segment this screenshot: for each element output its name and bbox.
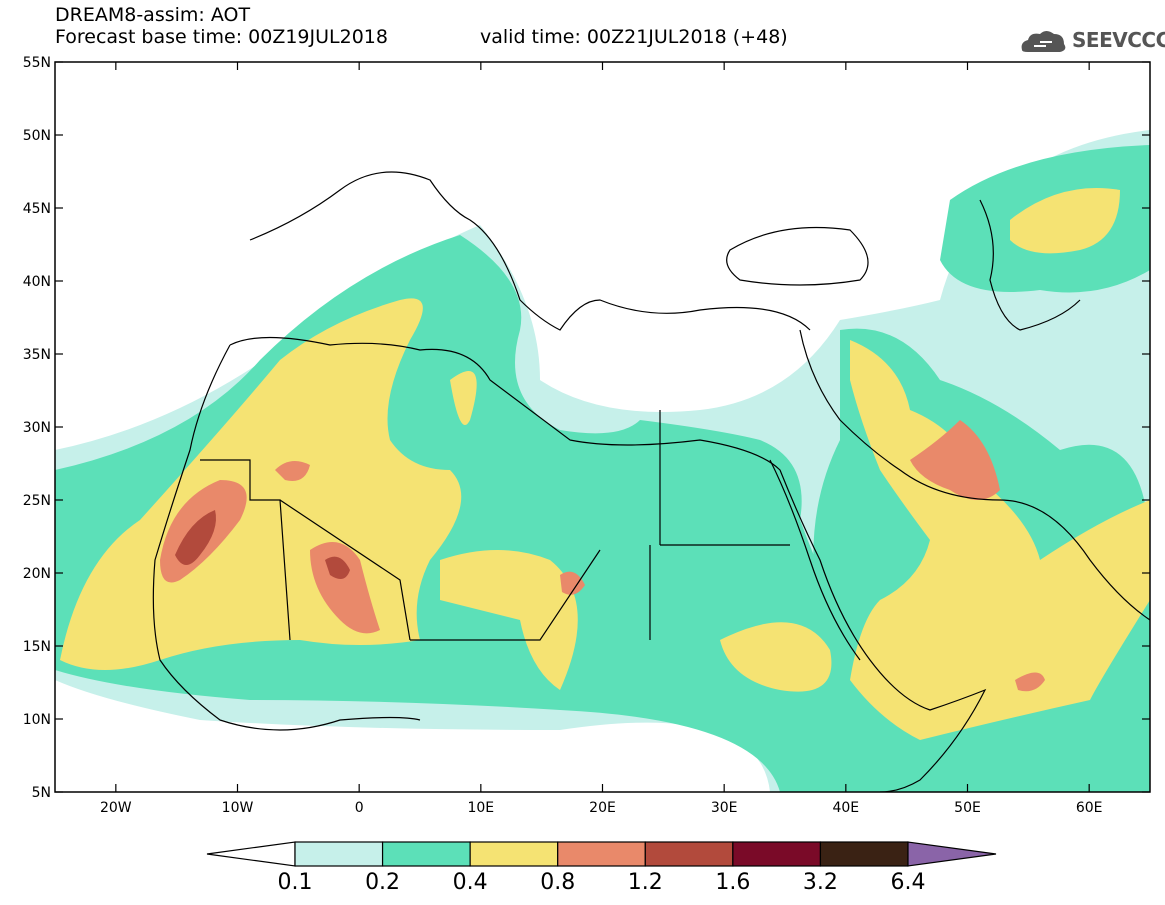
- aot-band-0.4: [440, 550, 578, 690]
- aot-fields: [55, 130, 1150, 792]
- valid-time: valid time: 00Z21JUL2018 (+48): [480, 26, 788, 48]
- coastline-africa: [229, 336, 987, 792]
- colorbar-swatch: [819, 841, 909, 867]
- lat-label: 40N: [23, 274, 51, 290]
- lon-label: 10E: [467, 800, 494, 816]
- coastline-red-sea: [769, 459, 861, 661]
- lat-label: 25N: [23, 493, 51, 509]
- colorbar-arrow-high: [907, 841, 997, 867]
- colorbar-swatch: [469, 841, 559, 867]
- aot-band-0.4: [850, 340, 1150, 740]
- map-title: DREAM8-assim: AOT: [55, 4, 251, 26]
- colorbar-label: 0.1: [277, 870, 313, 895]
- colorbar-swatch: [381, 841, 471, 867]
- lat-label: 45N: [23, 201, 51, 217]
- aot-band-0.2: [55, 235, 887, 792]
- aot-band-0.8: [1015, 672, 1045, 692]
- cloud-icon: [1021, 31, 1066, 52]
- aot-band-1.2: [325, 556, 350, 579]
- longitude-axis: 20W 10W 0 10E 20E 30E 40E 50E 60E: [100, 62, 1103, 816]
- lat-label: 15N: [23, 639, 51, 655]
- colorbar-swatch: [294, 841, 384, 867]
- coastline-arabia: [799, 329, 1150, 621]
- lon-label: 20E: [589, 800, 616, 816]
- colorbar-label: 0.4: [452, 870, 488, 895]
- border-algeria-mali: [279, 499, 411, 641]
- aot-band-0.8: [275, 461, 310, 481]
- aot-band-0.4: [1010, 188, 1120, 254]
- border-niger-chad: [410, 549, 601, 641]
- coastline-black-sea: [726, 226, 869, 286]
- lat-label: 10N: [23, 712, 51, 728]
- lon-label: 40E: [832, 800, 859, 816]
- lon-label: 0: [355, 800, 364, 816]
- colorbar-arrow-low: [206, 841, 296, 867]
- aot-band-1.2: [175, 510, 216, 565]
- colorbar-label: 1.6: [715, 870, 751, 895]
- lat-label: 50N: [23, 128, 51, 144]
- coastline-caspian: [979, 199, 1081, 331]
- lat-label: 35N: [23, 347, 51, 363]
- lat-label: 5N: [32, 785, 51, 801]
- colorbar-label: 3.2: [802, 870, 838, 895]
- aot-band-0.4: [450, 371, 477, 425]
- lon-label: 30E: [711, 800, 738, 816]
- colorbar-swatch: [644, 841, 734, 867]
- lon-label: 10W: [222, 800, 254, 816]
- lon-label: 20W: [100, 800, 132, 816]
- colorbar-label: 1.2: [627, 870, 663, 895]
- border-mauritania: [200, 459, 291, 641]
- coastline-west-africa: [152, 344, 421, 731]
- colorbar-label: 6.4: [890, 870, 926, 895]
- lat-label: 55N: [23, 55, 51, 71]
- latitude-axis: 55N 50N 45N 40N 35N 30N 25N 20N 15N 10N 5N: [23, 55, 1150, 801]
- colorbar-swatch: [557, 841, 646, 867]
- aot-band-0.4: [720, 622, 832, 692]
- coastline-europe: [249, 171, 811, 331]
- coastlines: [152, 171, 1150, 792]
- colorbar-label: 0.8: [540, 870, 576, 895]
- logo-text: SEEVCCC: [1072, 28, 1165, 52]
- forecast-base-time: Forecast base time: 00Z19JUL2018: [55, 26, 388, 48]
- aot-band-0.8: [560, 571, 585, 595]
- colorbar-swatch: [732, 841, 822, 867]
- aot-band-0.8: [910, 420, 1000, 500]
- lat-label: 30N: [23, 420, 51, 436]
- lon-label: 60E: [1076, 800, 1103, 816]
- colorbar: [206, 841, 997, 867]
- lat-label: 20N: [23, 566, 51, 582]
- colorbar-label: 0.2: [365, 870, 401, 895]
- lon-label: 50E: [954, 800, 981, 816]
